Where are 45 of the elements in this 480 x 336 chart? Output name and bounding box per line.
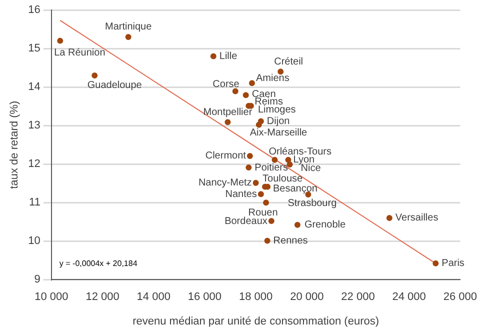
y-axis-title: taux de retard (%) [8,100,21,189]
data-label: Nantes [225,188,257,200]
data-label: Paris [442,258,464,270]
data-label: Besançon [273,184,318,195]
data-label: Martinique [104,22,152,33]
data-label: Toulouse [262,174,304,185]
data-label: Guadeloupe [87,80,142,92]
data-label: Nancy-Metz [198,178,252,189]
data-label: Lille [219,50,238,62]
x-tick-label: 18 000 [238,291,273,304]
x-tick-label: 22 000 [341,291,375,304]
data-label: Nice [300,163,322,174]
x-tick-label: 24 000 [392,291,426,304]
data-label: Bordeaux [224,216,268,227]
y-tick-label: 13 [28,120,40,132]
data-label: Créteil [274,56,304,68]
x-tick-label: 20 000 [290,291,324,304]
y-tick-label: 14 [28,81,40,94]
data-label: Versailles [395,212,438,224]
x-tick-label: 12 000 [86,291,120,304]
x-tick-label: 10 000 [34,291,68,304]
data-label: Corse [212,79,240,90]
annotation: y = -0,0004x + 20,184 [59,258,138,268]
x-axis-title: revenu médian par unité de consommation (euros) [132,315,380,328]
data-label: Rouen [248,207,278,218]
y-tick-label: 11 [29,196,40,209]
data-label: Strasbourg [288,198,337,210]
data-label: Poitiers [254,162,288,174]
y-tick-label: 16 [28,4,40,16]
y-tick-label: 10 [28,235,40,248]
y-tick-label: 15 [28,42,40,55]
x-tick-label: 14 000 [136,291,170,304]
data-label: Lyon [293,154,315,166]
y-tick-label: 12 [28,158,40,170]
data-label: Clermont [205,150,246,162]
x-tick-label: 16 000 [188,291,222,304]
data-label: Amiens [256,72,290,84]
data-label: Dijon [266,116,290,128]
data-label: La Réunion [54,48,106,59]
data-label: Grenoble [304,220,346,231]
data-label: Aix-Marseille [250,128,308,139]
data-label: Rennes [273,235,308,246]
x-tick-label: 26 000 [443,291,478,304]
y-tick-label: 9 [34,274,40,286]
data-label: Montpellier [203,106,253,118]
